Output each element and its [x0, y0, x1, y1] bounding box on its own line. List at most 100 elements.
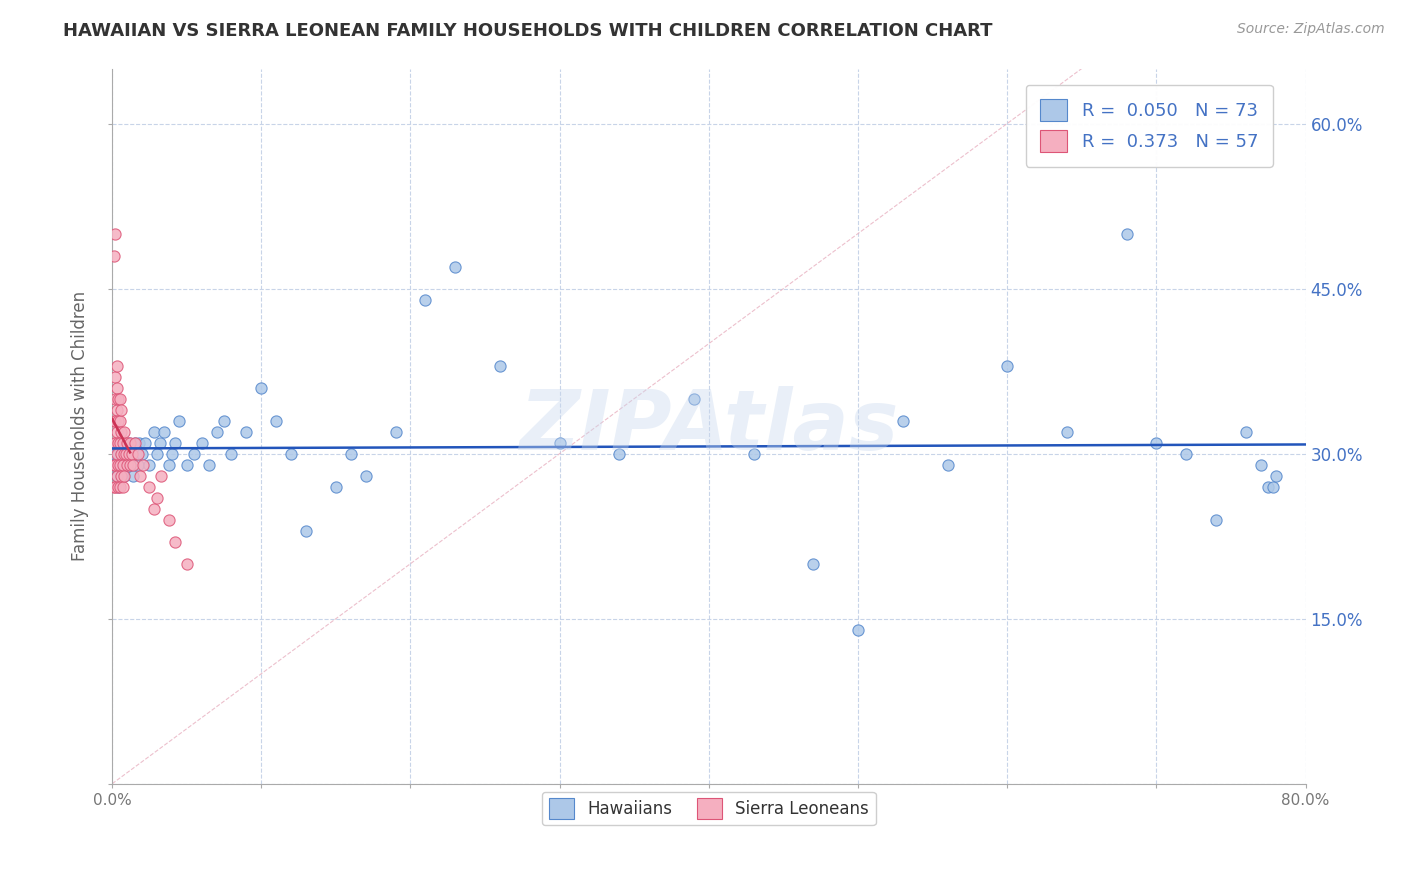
Point	[103, 480, 125, 494]
Point	[110, 402, 132, 417]
Point	[128, 435, 150, 450]
Point	[108, 480, 131, 494]
Point	[163, 534, 186, 549]
Point	[384, 425, 406, 439]
Point	[117, 447, 139, 461]
Point	[190, 435, 212, 450]
Point	[104, 458, 127, 472]
Point	[205, 425, 228, 439]
Point	[105, 447, 128, 461]
Point	[107, 480, 129, 494]
Point	[107, 447, 129, 461]
Point	[1234, 425, 1257, 439]
Point	[103, 414, 125, 428]
Point	[444, 260, 467, 274]
Point	[105, 359, 128, 373]
Point	[103, 435, 125, 450]
Point	[122, 458, 145, 472]
Point	[111, 435, 134, 450]
Legend: Hawaiians, Sierra Leoneans: Hawaiians, Sierra Leoneans	[541, 792, 876, 825]
Point	[127, 447, 149, 461]
Point	[105, 425, 128, 439]
Text: Source: ZipAtlas.com: Source: ZipAtlas.com	[1237, 22, 1385, 37]
Point	[1205, 513, 1227, 527]
Point	[120, 458, 142, 472]
Point	[115, 447, 138, 461]
Point	[169, 414, 191, 428]
Point	[183, 447, 205, 461]
Point	[104, 227, 127, 241]
Point	[489, 359, 512, 373]
Point	[1144, 435, 1167, 450]
Point	[112, 468, 135, 483]
Point	[108, 435, 131, 450]
Point	[103, 249, 125, 263]
Point	[111, 480, 134, 494]
Point	[138, 480, 160, 494]
Point	[1175, 447, 1198, 461]
Point	[1261, 480, 1284, 494]
Point	[108, 458, 131, 472]
Point	[134, 435, 156, 450]
Point	[117, 435, 139, 450]
Point	[340, 447, 363, 461]
Point	[105, 402, 128, 417]
Point	[995, 359, 1018, 373]
Point	[110, 468, 132, 483]
Point	[107, 392, 129, 406]
Point	[132, 458, 155, 472]
Point	[176, 458, 198, 472]
Point	[212, 414, 235, 428]
Point	[104, 435, 127, 450]
Point	[115, 458, 138, 472]
Point	[108, 458, 131, 472]
Point	[129, 468, 152, 483]
Point	[107, 414, 129, 428]
Point	[105, 468, 128, 483]
Point	[1250, 458, 1272, 472]
Point	[107, 480, 129, 494]
Point	[683, 392, 706, 406]
Point	[149, 435, 172, 450]
Point	[111, 458, 134, 472]
Point	[295, 524, 318, 538]
Text: HAWAIIAN VS SIERRA LEONEAN FAMILY HOUSEHOLDS WITH CHILDREN CORRELATION CHART: HAWAIIAN VS SIERRA LEONEAN FAMILY HOUSEH…	[63, 22, 993, 40]
Point	[114, 447, 136, 461]
Point	[936, 458, 959, 472]
Point	[801, 557, 824, 571]
Point	[120, 435, 142, 450]
Point	[112, 447, 135, 461]
Point	[354, 468, 377, 483]
Point	[607, 447, 630, 461]
Point	[121, 447, 143, 461]
Point	[1257, 480, 1279, 494]
Point	[160, 447, 183, 461]
Point	[1264, 468, 1286, 483]
Point	[108, 392, 131, 406]
Point	[111, 458, 134, 472]
Point	[176, 557, 198, 571]
Point	[153, 425, 176, 439]
Point	[111, 435, 134, 450]
Point	[110, 425, 132, 439]
Point	[142, 425, 165, 439]
Point	[146, 491, 169, 505]
Point	[104, 414, 127, 428]
Point	[104, 369, 127, 384]
Point	[415, 293, 437, 307]
Point	[107, 458, 129, 472]
Point	[891, 414, 914, 428]
Point	[110, 468, 132, 483]
Point	[104, 480, 127, 494]
Point	[157, 458, 180, 472]
Point	[105, 435, 128, 450]
Point	[548, 435, 571, 450]
Point	[325, 480, 347, 494]
Point	[125, 447, 148, 461]
Point	[110, 447, 132, 461]
Point	[115, 435, 138, 450]
Point	[131, 447, 153, 461]
Point	[1115, 227, 1137, 241]
Point	[150, 468, 173, 483]
Point	[157, 513, 180, 527]
